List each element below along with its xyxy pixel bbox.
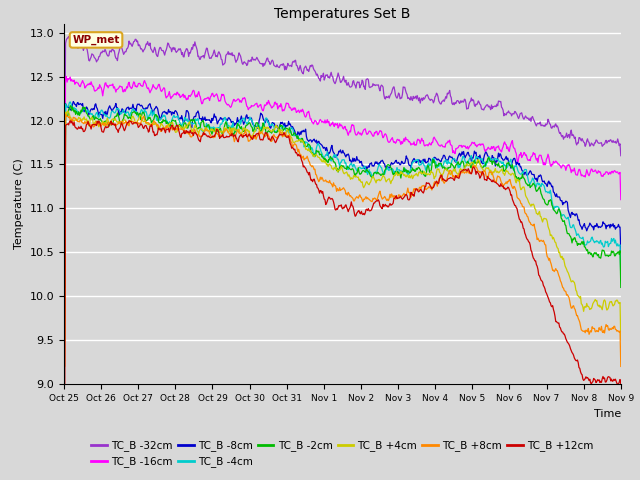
TC_B +4cm xyxy=(128,114,136,120)
TC_B +8cm xyxy=(60,363,68,369)
TC_B +12cm xyxy=(128,121,136,127)
TC_B +8cm xyxy=(411,187,419,192)
TC_B +8cm xyxy=(61,111,69,117)
TC_B -8cm xyxy=(71,102,79,108)
TC_B -16cm xyxy=(128,85,136,91)
TC_B +8cm xyxy=(185,131,193,137)
TC_B -16cm xyxy=(185,93,193,98)
Text: Time: Time xyxy=(593,409,621,419)
TC_B -2cm xyxy=(428,168,435,174)
TC_B +8cm xyxy=(428,184,435,190)
TC_B -32cm xyxy=(65,34,72,39)
TC_B -8cm xyxy=(428,158,435,164)
TC_B -2cm xyxy=(128,110,136,116)
TC_B -16cm xyxy=(71,81,79,87)
TC_B +4cm xyxy=(71,117,79,123)
Line: TC_B -4cm: TC_B -4cm xyxy=(64,102,621,278)
TC_B -8cm xyxy=(185,111,193,117)
TC_B -2cm xyxy=(60,285,68,290)
Title: Temperatures Set B: Temperatures Set B xyxy=(274,8,411,22)
Line: TC_B -32cm: TC_B -32cm xyxy=(64,36,621,156)
TC_B -32cm xyxy=(60,153,68,158)
TC_B -32cm xyxy=(128,44,136,49)
Legend: TC_B -32cm, TC_B -16cm, TC_B -8cm, TC_B -4cm, TC_B -2cm, TC_B +4cm, TC_B +8cm, T: TC_B -32cm, TC_B -16cm, TC_B -8cm, TC_B … xyxy=(87,436,598,471)
TC_B -16cm xyxy=(63,73,70,79)
Line: TC_B +12cm: TC_B +12cm xyxy=(64,120,621,384)
Line: TC_B -8cm: TC_B -8cm xyxy=(64,102,621,252)
TC_B +8cm xyxy=(617,363,625,369)
TC_B -8cm xyxy=(60,250,68,255)
TC_B -8cm xyxy=(617,250,625,255)
TC_B +4cm xyxy=(60,337,68,343)
TC_B -4cm xyxy=(60,276,68,281)
TC_B -16cm xyxy=(411,143,419,148)
Text: WP_met: WP_met xyxy=(72,35,120,45)
Y-axis label: Temperature (C): Temperature (C) xyxy=(14,158,24,250)
TC_B -32cm xyxy=(617,153,625,158)
TC_B -4cm xyxy=(428,161,435,167)
TC_B -16cm xyxy=(428,142,435,148)
TC_B +4cm xyxy=(185,120,193,126)
TC_B +4cm xyxy=(617,337,625,343)
TC_B -8cm xyxy=(214,119,222,125)
TC_B -4cm xyxy=(617,276,625,281)
TC_B +12cm xyxy=(617,381,625,387)
TC_B +12cm xyxy=(185,130,193,136)
Line: TC_B +8cm: TC_B +8cm xyxy=(64,114,621,366)
TC_B -2cm xyxy=(185,122,193,128)
TC_B +12cm xyxy=(411,189,419,195)
TC_B +12cm xyxy=(60,381,68,387)
TC_B +12cm xyxy=(70,119,78,125)
TC_B -32cm xyxy=(214,50,222,56)
TC_B -2cm xyxy=(67,103,74,108)
TC_B +8cm xyxy=(71,115,79,121)
TC_B +4cm xyxy=(411,172,419,178)
Line: TC_B +4cm: TC_B +4cm xyxy=(64,111,621,340)
TC_B -4cm xyxy=(185,118,193,124)
TC_B -32cm xyxy=(71,37,79,43)
TC_B -32cm xyxy=(185,54,193,60)
TC_B -2cm xyxy=(71,107,79,113)
TC_B -8cm xyxy=(411,157,419,163)
TC_B +4cm xyxy=(214,126,222,132)
TC_B -2cm xyxy=(411,168,419,174)
TC_B +8cm xyxy=(128,119,136,124)
TC_B -4cm xyxy=(71,106,79,112)
TC_B -16cm xyxy=(617,197,625,203)
TC_B -4cm xyxy=(128,107,136,112)
TC_B +12cm xyxy=(214,128,222,133)
TC_B -2cm xyxy=(617,285,625,290)
TC_B -16cm xyxy=(60,197,68,203)
TC_B +8cm xyxy=(214,132,222,137)
TC_B +12cm xyxy=(428,184,435,190)
TC_B -16cm xyxy=(214,96,222,102)
TC_B -4cm xyxy=(67,99,74,105)
TC_B -4cm xyxy=(411,158,419,164)
TC_B -8cm xyxy=(128,105,136,111)
TC_B +12cm xyxy=(125,118,133,123)
TC_B -32cm xyxy=(428,96,435,102)
TC_B -2cm xyxy=(214,127,222,132)
TC_B +4cm xyxy=(428,168,435,174)
TC_B -8cm xyxy=(70,99,77,105)
Line: TC_B -16cm: TC_B -16cm xyxy=(64,76,621,200)
TC_B -4cm xyxy=(214,125,222,131)
TC_B +4cm xyxy=(64,108,72,114)
TC_B -32cm xyxy=(411,95,419,100)
Line: TC_B -2cm: TC_B -2cm xyxy=(64,106,621,288)
